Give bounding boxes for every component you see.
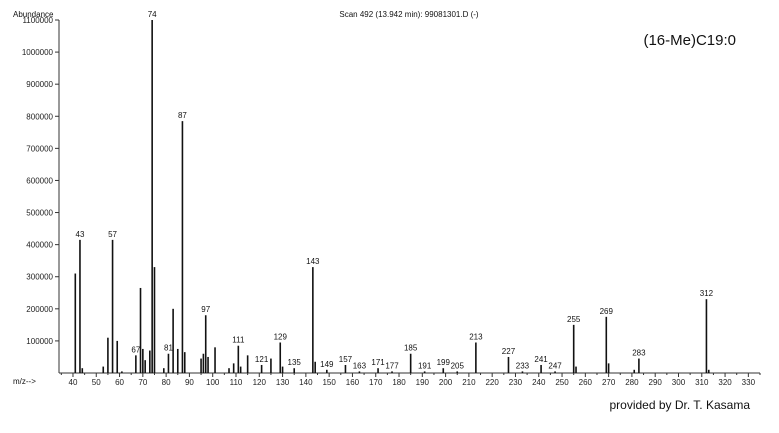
y-tick-label: 1100000 — [22, 16, 53, 25]
x-tick-label: 140 — [299, 378, 313, 387]
peak-label: 149 — [320, 360, 334, 369]
x-ticks: 40 50 60 70 80 90 100 110 120 130 140 150 160 170 180 1… — [60, 373, 761, 387]
x-tick-label: 250 — [555, 378, 569, 387]
x-tick-label: 160 — [346, 378, 360, 387]
peak-label: 233 — [516, 361, 530, 370]
x-tick-label: 40 — [69, 378, 78, 387]
x-tick-label: 210 — [462, 378, 476, 387]
peak-label: 185 — [404, 344, 418, 353]
x-tick-label: 170 — [369, 378, 383, 387]
credit-text: provided by Dr. T. Kasama — [609, 398, 750, 412]
x-tick-label: 120 — [253, 378, 267, 387]
x-tick-label: 50 — [92, 378, 101, 387]
x-tick-label: 100 — [206, 378, 220, 387]
x-axis-label: m/z--> — [13, 377, 36, 386]
peak-label: 121 — [255, 355, 269, 364]
peak-label: 312 — [700, 289, 714, 298]
x-tick-label: 130 — [276, 378, 290, 387]
x-tick-label: 240 — [532, 378, 546, 387]
y-tick-label: 800000 — [26, 112, 53, 121]
x-tick-label: 280 — [625, 378, 639, 387]
peak-label: 199 — [437, 358, 451, 367]
peak-label: 163 — [353, 361, 367, 370]
peak-label: 129 — [274, 333, 288, 342]
x-tick-label: 200 — [439, 378, 453, 387]
x-tick-label: 110 — [230, 378, 243, 387]
compound-label: (16-Me)C19:0 — [643, 32, 736, 49]
peak-label: 227 — [502, 347, 516, 356]
x-tick-label: 310 — [695, 378, 709, 387]
y-tick-label: 500000 — [26, 209, 53, 218]
peak-label: 205 — [451, 361, 465, 370]
peak-label: 177 — [385, 361, 399, 370]
peak-label: 74 — [148, 10, 157, 19]
peak-label: 213 — [469, 333, 483, 342]
peak-label: 269 — [600, 307, 614, 316]
y-axis-label: Abundance — [13, 10, 54, 19]
peak-label: 97 — [201, 305, 210, 314]
peak-label: 135 — [288, 358, 302, 367]
x-tick-label: 230 — [509, 378, 523, 387]
x-tick-label: 330 — [742, 378, 756, 387]
x-tick-label: 220 — [485, 378, 499, 387]
x-tick-label: 190 — [416, 378, 430, 387]
y-ticks: 100000 200000 300000 400000 500000 600000 7000… — [22, 16, 59, 346]
x-tick-label: 90 — [185, 378, 194, 387]
peak-label: 111 — [232, 336, 245, 345]
x-tick-label: 300 — [672, 378, 686, 387]
y-tick-label: 100000 — [26, 337, 53, 346]
x-tick-label: 260 — [579, 378, 593, 387]
y-tick-label: 300000 — [26, 273, 53, 282]
x-tick-label: 270 — [602, 378, 616, 387]
x-tick-label: 150 — [322, 378, 336, 387]
peak-label: 67 — [131, 345, 140, 354]
x-tick-label: 180 — [392, 378, 406, 387]
y-tick-label: 200000 — [26, 305, 53, 314]
peak-label: 81 — [164, 344, 173, 353]
peak-label: 191 — [418, 361, 432, 370]
y-tick-label: 600000 — [26, 176, 53, 185]
scan-title: Scan 492 (13.942 min): 99081301.D (-) — [339, 10, 479, 19]
y-tick-label: 1000000 — [22, 48, 54, 57]
peak-label: 255 — [567, 315, 581, 324]
peak-label: 87 — [178, 111, 187, 120]
y-tick-label: 900000 — [26, 80, 53, 89]
x-tick-label: 80 — [162, 378, 171, 387]
peak-label: 57 — [108, 230, 117, 239]
peak-label: 157 — [339, 355, 353, 364]
y-tick-label: 400000 — [26, 241, 53, 250]
peak-label: 43 — [76, 230, 85, 239]
x-tick-label: 60 — [115, 378, 124, 387]
peak-label: 247 — [548, 361, 562, 370]
peak-label: 143 — [306, 257, 320, 266]
peak-label: 241 — [534, 355, 548, 364]
x-tick-label: 290 — [649, 378, 663, 387]
peak-label: 171 — [371, 358, 385, 367]
y-tick-label: 700000 — [26, 144, 53, 153]
peak-label: 283 — [632, 349, 646, 358]
x-tick-label: 70 — [138, 378, 147, 387]
x-tick-label: 320 — [718, 378, 732, 387]
